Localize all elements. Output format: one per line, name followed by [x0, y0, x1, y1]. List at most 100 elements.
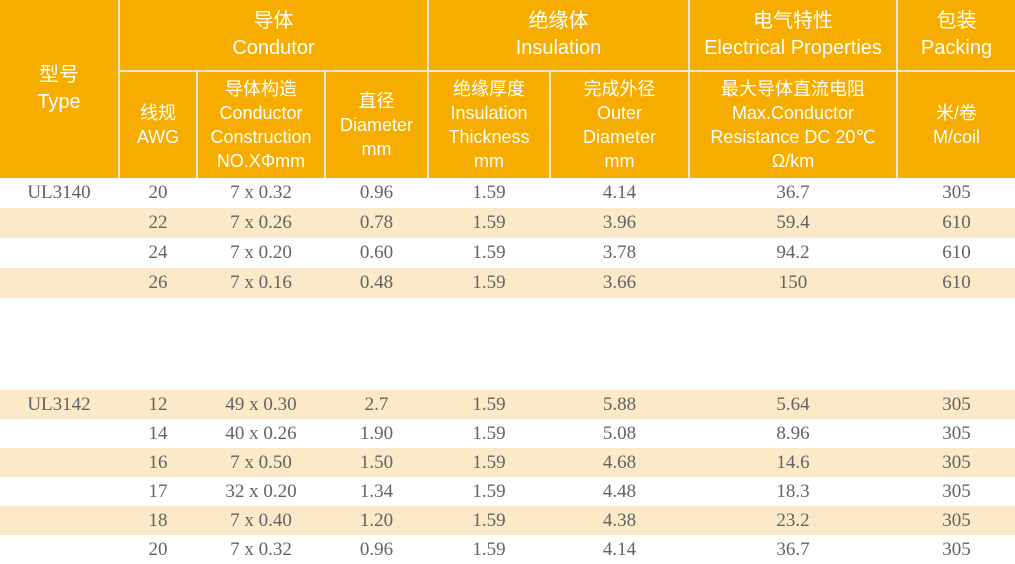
cell-outer-diameter: 3.96 — [602, 212, 637, 233]
table-row: 22 7 x 0.26 0.78 1.59 3.96 59.4 610 — [0, 208, 1015, 238]
cell-outer-diameter: 5.88 — [602, 393, 637, 415]
cell-type — [0, 268, 118, 298]
cell-diameter: 2.7 — [364, 393, 389, 415]
table-row: 17 32 x 0.20 1.34 1.59 4.48 18.3 305 — [0, 477, 1015, 506]
cell-diameter: 1.34 — [359, 480, 394, 502]
cell-resistance: 5.64 — [776, 393, 810, 415]
cell-type — [0, 477, 118, 506]
cell-diameter: 1.20 — [359, 509, 394, 531]
cell-diameter: 0.96 — [359, 538, 394, 560]
cell-outer-diameter: 4.48 — [602, 480, 637, 502]
cell-construction: 32 x 0.20 — [225, 480, 297, 502]
cell-m-per-coil: 610 — [942, 212, 971, 233]
cell-m-per-coil: 305 — [942, 182, 971, 203]
cell-m-per-coil: 305 — [942, 480, 971, 502]
cell-insulation-thickness: 1.59 — [472, 422, 506, 444]
cell-m-per-coil: 305 — [942, 393, 971, 415]
cell-construction: 49 x 0.30 — [225, 393, 297, 415]
cell-resistance: 18.3 — [776, 480, 810, 502]
table-block: UL3140 20 7 x 0.32 0.96 1.59 4.14 36.7 305 22 7 x… — [0, 178, 1015, 298]
cell-type — [0, 506, 118, 535]
cell-awg: 22 — [148, 212, 168, 233]
cell-resistance: 36.7 — [776, 182, 810, 203]
cell-construction: 7 x 0.16 — [230, 272, 292, 293]
table-header: 型号 Type 导体 Condutor 绝缘体 Insulation 电气特性 … — [0, 0, 1015, 178]
table-body: UL3140 20 7 x 0.32 0.96 1.59 4.14 36.7 305 22 7 x… — [0, 178, 1015, 564]
cell-awg: 20 — [148, 538, 168, 560]
subheader-outer-diameter: 完成外径 Outer Diameter mm — [551, 72, 688, 178]
subheader-m-per-coil: 米/卷 M/coil — [898, 72, 1015, 178]
cell-type — [0, 208, 118, 238]
cell-outer-diameter: 3.78 — [602, 242, 637, 263]
cell-insulation-thickness: 1.59 — [472, 509, 506, 531]
cell-resistance: 14.6 — [776, 451, 810, 473]
cell-insulation-thickness: 1.59 — [472, 480, 506, 502]
subheader-conductor-construction: 导体构造 Conductor Construction NO.XΦmm — [198, 72, 324, 178]
subheader-insulation-thickness: 绝缘厚度 Insulation Thickness mm — [429, 72, 549, 178]
cell-type: UL3142 — [27, 393, 91, 415]
subheader-max-conductor-resistance: 最大导体直流电阻 Max.Conductor Resistance DC 20℃… — [690, 72, 896, 178]
cell-awg: 20 — [148, 182, 168, 203]
cell-m-per-coil: 610 — [942, 272, 971, 293]
cell-outer-diameter: 4.14 — [602, 182, 637, 203]
subheader-diameter: 直径 Diameter mm — [326, 72, 427, 178]
cell-insulation-thickness: 1.59 — [472, 451, 506, 473]
cell-diameter: 1.90 — [359, 422, 394, 444]
cell-construction: 40 x 0.26 — [225, 422, 297, 444]
cell-type — [0, 535, 118, 564]
cell-m-per-coil: 305 — [942, 451, 971, 473]
table-row: 14 40 x 0.26 1.90 1.59 5.08 8.96 305 — [0, 419, 1015, 448]
cell-construction: 7 x 0.40 — [230, 509, 292, 531]
cell-outer-diameter: 4.14 — [602, 538, 637, 560]
cell-diameter: 0.78 — [359, 212, 394, 233]
cell-awg: 18 — [148, 509, 168, 531]
cell-m-per-coil: 610 — [942, 242, 971, 263]
table-block: UL3142 12 49 x 0.30 2.7 1.59 5.88 5.64 305 14 40 … — [0, 390, 1015, 564]
cell-resistance: 36.7 — [776, 538, 810, 560]
group-header-electrical-properties: 电气特性 Electrical Properties — [690, 0, 896, 70]
table-row: 26 7 x 0.16 0.48 1.59 3.66 150 610 — [0, 268, 1015, 298]
cell-resistance: 8.96 — [776, 422, 810, 444]
cell-insulation-thickness: 1.59 — [472, 242, 506, 263]
cell-m-per-coil: 305 — [942, 538, 971, 560]
cell-awg: 16 — [148, 451, 168, 473]
cell-construction: 7 x 0.26 — [230, 212, 292, 233]
group-header-conductor: 导体 Condutor — [120, 0, 427, 70]
cell-construction: 7 x 0.32 — [230, 538, 292, 560]
type-column-header: 型号 Type — [0, 0, 118, 178]
cell-resistance: 150 — [778, 272, 808, 293]
block-spacer — [0, 298, 1015, 390]
cell-insulation-thickness: 1.59 — [472, 212, 506, 233]
cell-type — [0, 448, 118, 477]
cell-m-per-coil: 305 — [942, 422, 971, 444]
cell-outer-diameter: 5.08 — [602, 422, 637, 444]
cell-resistance: 59.4 — [776, 212, 810, 233]
cell-insulation-thickness: 1.59 — [472, 272, 506, 293]
group-header-insulation: 绝缘体 Insulation — [429, 0, 688, 70]
cell-awg: 24 — [148, 242, 168, 263]
table-row: 16 7 x 0.50 1.50 1.59 4.68 14.6 305 — [0, 448, 1015, 477]
table-row: 18 7 x 0.40 1.20 1.59 4.38 23.2 305 — [0, 506, 1015, 535]
cell-awg: 12 — [148, 393, 168, 415]
table-row: UL3140 20 7 x 0.32 0.96 1.59 4.14 36.7 305 — [0, 178, 1015, 208]
cell-outer-diameter: 4.68 — [602, 451, 637, 473]
cell-diameter: 0.60 — [359, 242, 394, 263]
cell-construction: 7 x 0.50 — [230, 451, 292, 473]
group-header-packing: 包装 Packing — [898, 0, 1015, 70]
cell-construction: 7 x 0.32 — [230, 182, 292, 203]
table-row: UL3142 12 49 x 0.30 2.7 1.59 5.88 5.64 305 — [0, 390, 1015, 419]
cell-diameter: 0.96 — [359, 182, 394, 203]
cell-awg: 17 — [148, 480, 168, 502]
cell-awg: 14 — [148, 422, 168, 444]
cell-m-per-coil: 305 — [942, 509, 971, 531]
table-row: 24 7 x 0.20 0.60 1.59 3.78 94.2 610 — [0, 238, 1015, 268]
cell-type — [0, 419, 118, 448]
cell-insulation-thickness: 1.59 — [472, 393, 506, 415]
cell-diameter: 1.50 — [359, 451, 394, 473]
cell-insulation-thickness: 1.59 — [472, 538, 506, 560]
cell-type: UL3140 — [27, 182, 91, 203]
cell-awg: 26 — [148, 272, 168, 293]
cell-construction: 7 x 0.20 — [230, 242, 292, 263]
cell-diameter: 0.48 — [359, 272, 394, 293]
